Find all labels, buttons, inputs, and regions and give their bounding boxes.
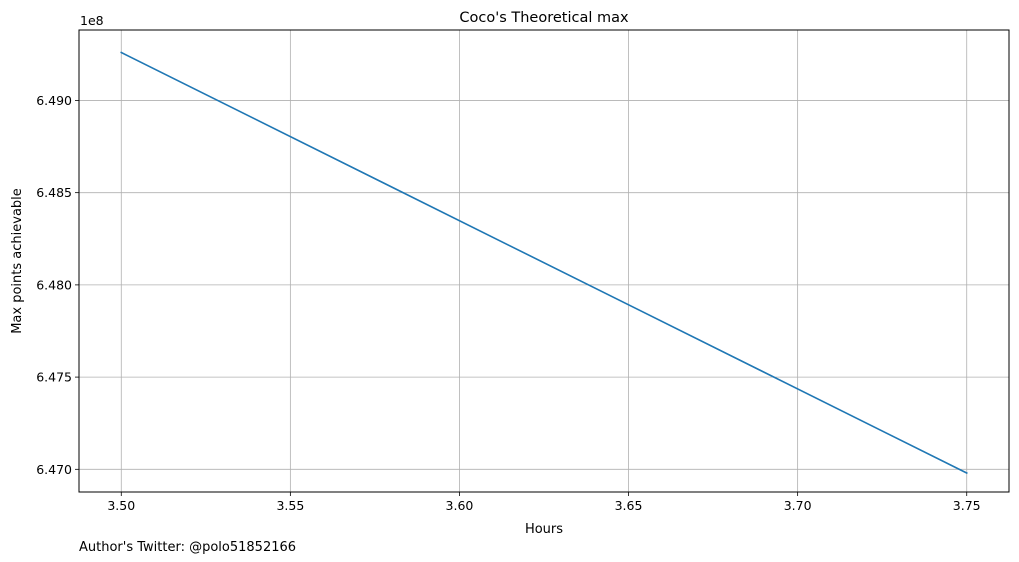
plot-frame [78, 29, 1010, 493]
x-tick-label: 3.75 [953, 498, 981, 513]
y-tick-label: 6.475 [36, 370, 72, 385]
grid [79, 30, 1009, 492]
x-tick-label: 3.70 [784, 498, 812, 513]
y-axis-label: Max points achievable [10, 188, 25, 334]
author-footnote: Author's Twitter: @polo51852166 [79, 540, 296, 555]
series-layer [120, 51, 968, 475]
x-tick-label: 3.55 [276, 498, 304, 513]
x-tick-label: 3.50 [107, 498, 135, 513]
x-axis: 3.50 3.55 3.60 3.65 3.70 3.75 [107, 492, 981, 513]
series-line [120, 51, 968, 475]
y-tick-label: 6.490 [36, 93, 72, 108]
y-tick-label: 6.470 [36, 462, 72, 477]
y-axis: 6.470 6.475 6.480 6.485 6.490 [36, 93, 79, 477]
y-offset-label: 1e8 [80, 13, 104, 28]
chart-title: Coco's Theoretical max [459, 10, 629, 26]
y-tick-label: 6.480 [36, 277, 72, 292]
y-tick-label: 6.485 [36, 185, 72, 200]
x-axis-label: Hours [525, 522, 563, 537]
x-tick-label: 3.60 [446, 498, 474, 513]
x-tick-label: 3.65 [615, 498, 643, 513]
